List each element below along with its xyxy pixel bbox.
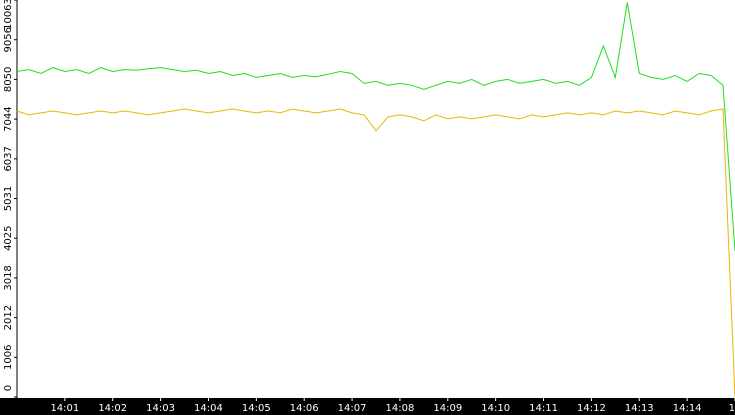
y-tick-label: 3018: [3, 265, 14, 290]
y-tick-label: 10063: [3, 0, 14, 30]
x-tick-label: 14:12: [577, 403, 606, 414]
y-tick-label: 2012: [3, 305, 14, 330]
x-tick-label: 14:09: [433, 403, 462, 414]
y-tick-label: 7044: [3, 106, 14, 131]
x-tick-label: 14:08: [386, 403, 415, 414]
x-tick-label: 14:04: [194, 403, 223, 414]
x-tick-label: 14:13: [625, 403, 654, 414]
x-tick-label: 14:01: [50, 403, 79, 414]
x-tick-label: 14:02: [98, 403, 127, 414]
y-tick-label: 8050: [3, 67, 14, 92]
series-line: [16, 2, 735, 252]
x-tick-label: 14: [729, 403, 735, 414]
x-tick-label: 14:06: [290, 403, 319, 414]
x-tick-label: 14:10: [481, 403, 510, 414]
y-tick-label: 4025: [3, 225, 14, 250]
x-tick-label: 14:07: [338, 403, 367, 414]
y-tick-label: 1006: [3, 345, 14, 370]
y-tick-label: 9056: [3, 27, 14, 52]
x-tick-label: 14:11: [529, 403, 558, 414]
x-tick-label: 14:03: [146, 403, 175, 414]
y-tick-label: 5031: [3, 186, 14, 211]
x-tick-label: 14:05: [242, 403, 271, 414]
series-line: [16, 108, 735, 398]
y-tick-label: 6037: [3, 146, 14, 171]
x-axis-band: [0, 398, 735, 415]
y-tick-label: 0: [3, 385, 14, 391]
x-tick-label: 14:14: [673, 403, 702, 414]
